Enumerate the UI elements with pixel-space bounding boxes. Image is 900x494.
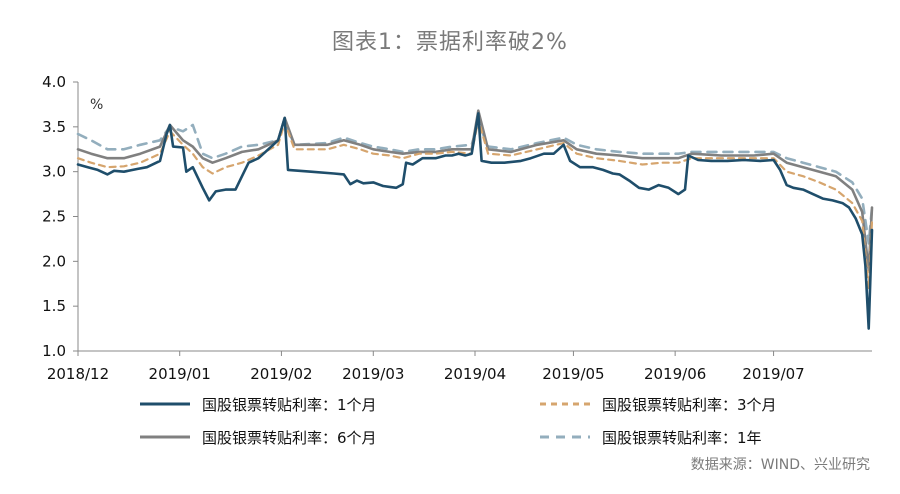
x-tick-label: 2019/05 — [542, 365, 604, 383]
series-lines — [76, 109, 874, 330]
y-tick-labels: 4.0 3.5 3.0 2.5 2.0 1.5 1.0 — [42, 73, 78, 360]
unit-label: % — [90, 97, 103, 113]
series-line-m6 — [76, 109, 874, 272]
y-tick-label: 1.5 — [42, 297, 66, 315]
y-tick-label: 2.5 — [42, 208, 66, 226]
source-note: 数据来源：WIND、兴业研究 — [690, 457, 870, 473]
y-tick-label: 1.0 — [42, 342, 66, 360]
series-line-y1 — [76, 121, 874, 245]
x-tick-labels: 2018/12 2019/01 2019/02 2019/03 2019/04 2019/… — [47, 351, 805, 383]
x-tick-label: 2019/03 — [342, 365, 404, 383]
chart-title: 图表1：票据利率破2% — [332, 30, 568, 55]
series-line-m3 — [76, 118, 874, 290]
legend-label-m1: 国股银票转贴利率：1个月 — [202, 396, 377, 414]
x-tick-label: 2018/12 — [47, 365, 109, 383]
legend-label-m3: 国股银票转贴利率：3个月 — [602, 396, 777, 414]
x-tick-label: 2019/01 — [149, 365, 211, 383]
y-tick-label: 4.0 — [42, 73, 66, 91]
x-tick-label: 2019/02 — [250, 365, 312, 383]
x-tick-label: 2019/06 — [644, 365, 706, 383]
y-tick-label: 3.5 — [42, 118, 66, 136]
x-tick-label: 2019/07 — [742, 365, 804, 383]
x-tick-label: 2019/04 — [444, 365, 506, 383]
legend-label-y1: 国股银票转贴利率：1年 — [602, 429, 762, 447]
series-line-m1 — [76, 112, 874, 330]
y-tick-label: 3.0 — [42, 163, 66, 181]
legend-label-m6: 国股银票转贴利率：6个月 — [202, 429, 377, 447]
y-tick-label: 2.0 — [42, 252, 66, 270]
